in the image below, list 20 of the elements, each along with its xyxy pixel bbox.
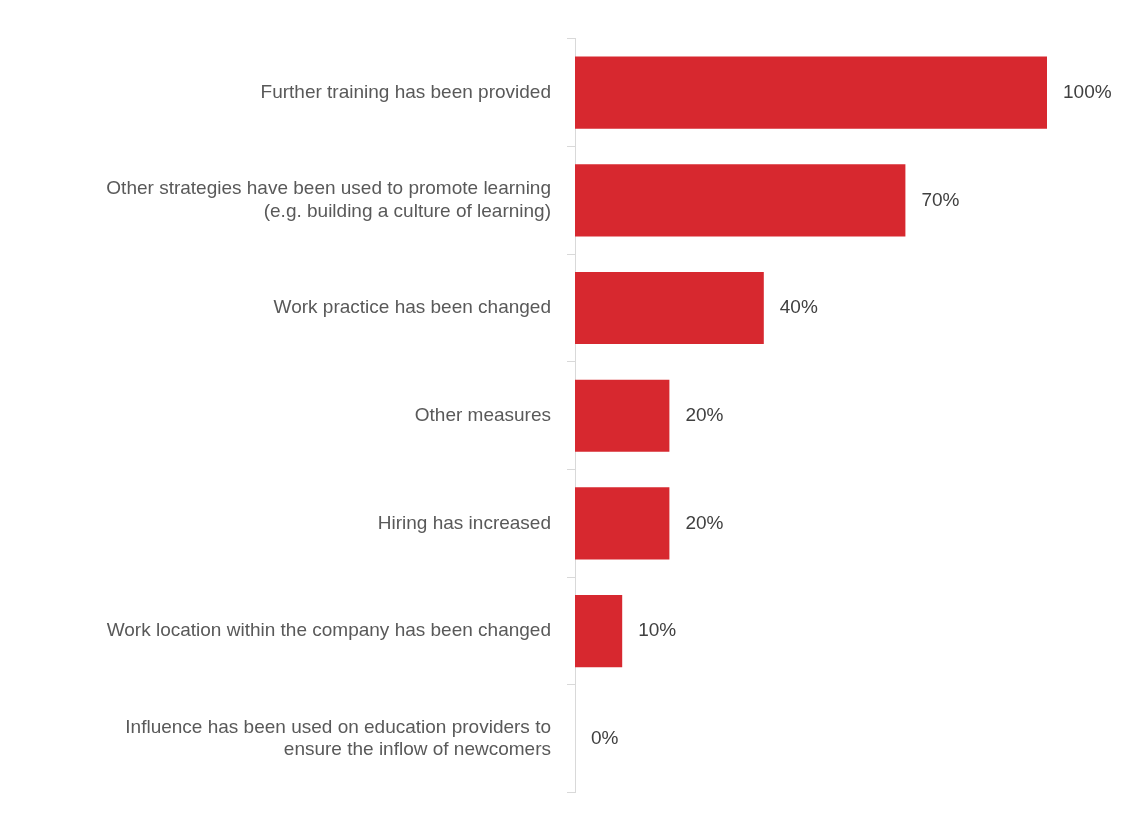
data-label: 0% (591, 726, 619, 748)
data-label: 20% (685, 403, 724, 425)
bar (575, 164, 906, 237)
bar (575, 56, 1047, 129)
y-tick-label: Work location within the company has been changed (106, 619, 551, 641)
y-tick-label: Work practice has been changed (273, 296, 551, 318)
bar (575, 595, 623, 668)
y-tick-label: Other measures (414, 403, 551, 425)
y-tick-label: Further training has been provided (260, 80, 551, 102)
y-tick-label: Other strategies have been used to promote learning (e.g. building a culture of learning) (106, 177, 551, 221)
data-label: 10% (638, 619, 677, 641)
bar (575, 379, 670, 452)
data-label: 40% (779, 296, 818, 318)
y-tick-label: Hiring has increased (377, 511, 551, 533)
data-label: 100% (1063, 80, 1112, 102)
bar (575, 487, 670, 560)
data-label: 70% (921, 188, 960, 210)
y-tick-label: Influence has been used on education providers to ensure the inflow of newcomers (125, 715, 551, 760)
bar (575, 271, 764, 345)
data-label: 20% (685, 511, 724, 533)
